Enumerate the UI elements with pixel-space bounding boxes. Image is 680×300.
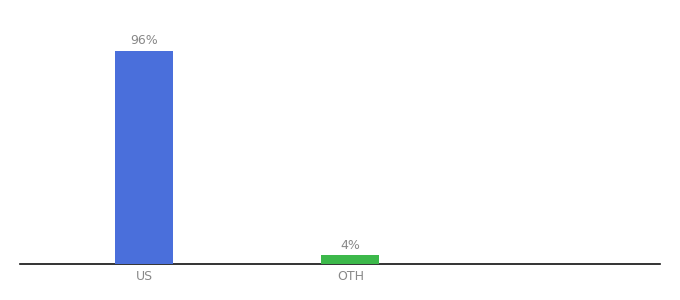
Bar [115, 51, 173, 264]
Text: 96%: 96% [131, 34, 158, 47]
Bar [322, 255, 379, 264]
Text: 4%: 4% [341, 239, 360, 252]
